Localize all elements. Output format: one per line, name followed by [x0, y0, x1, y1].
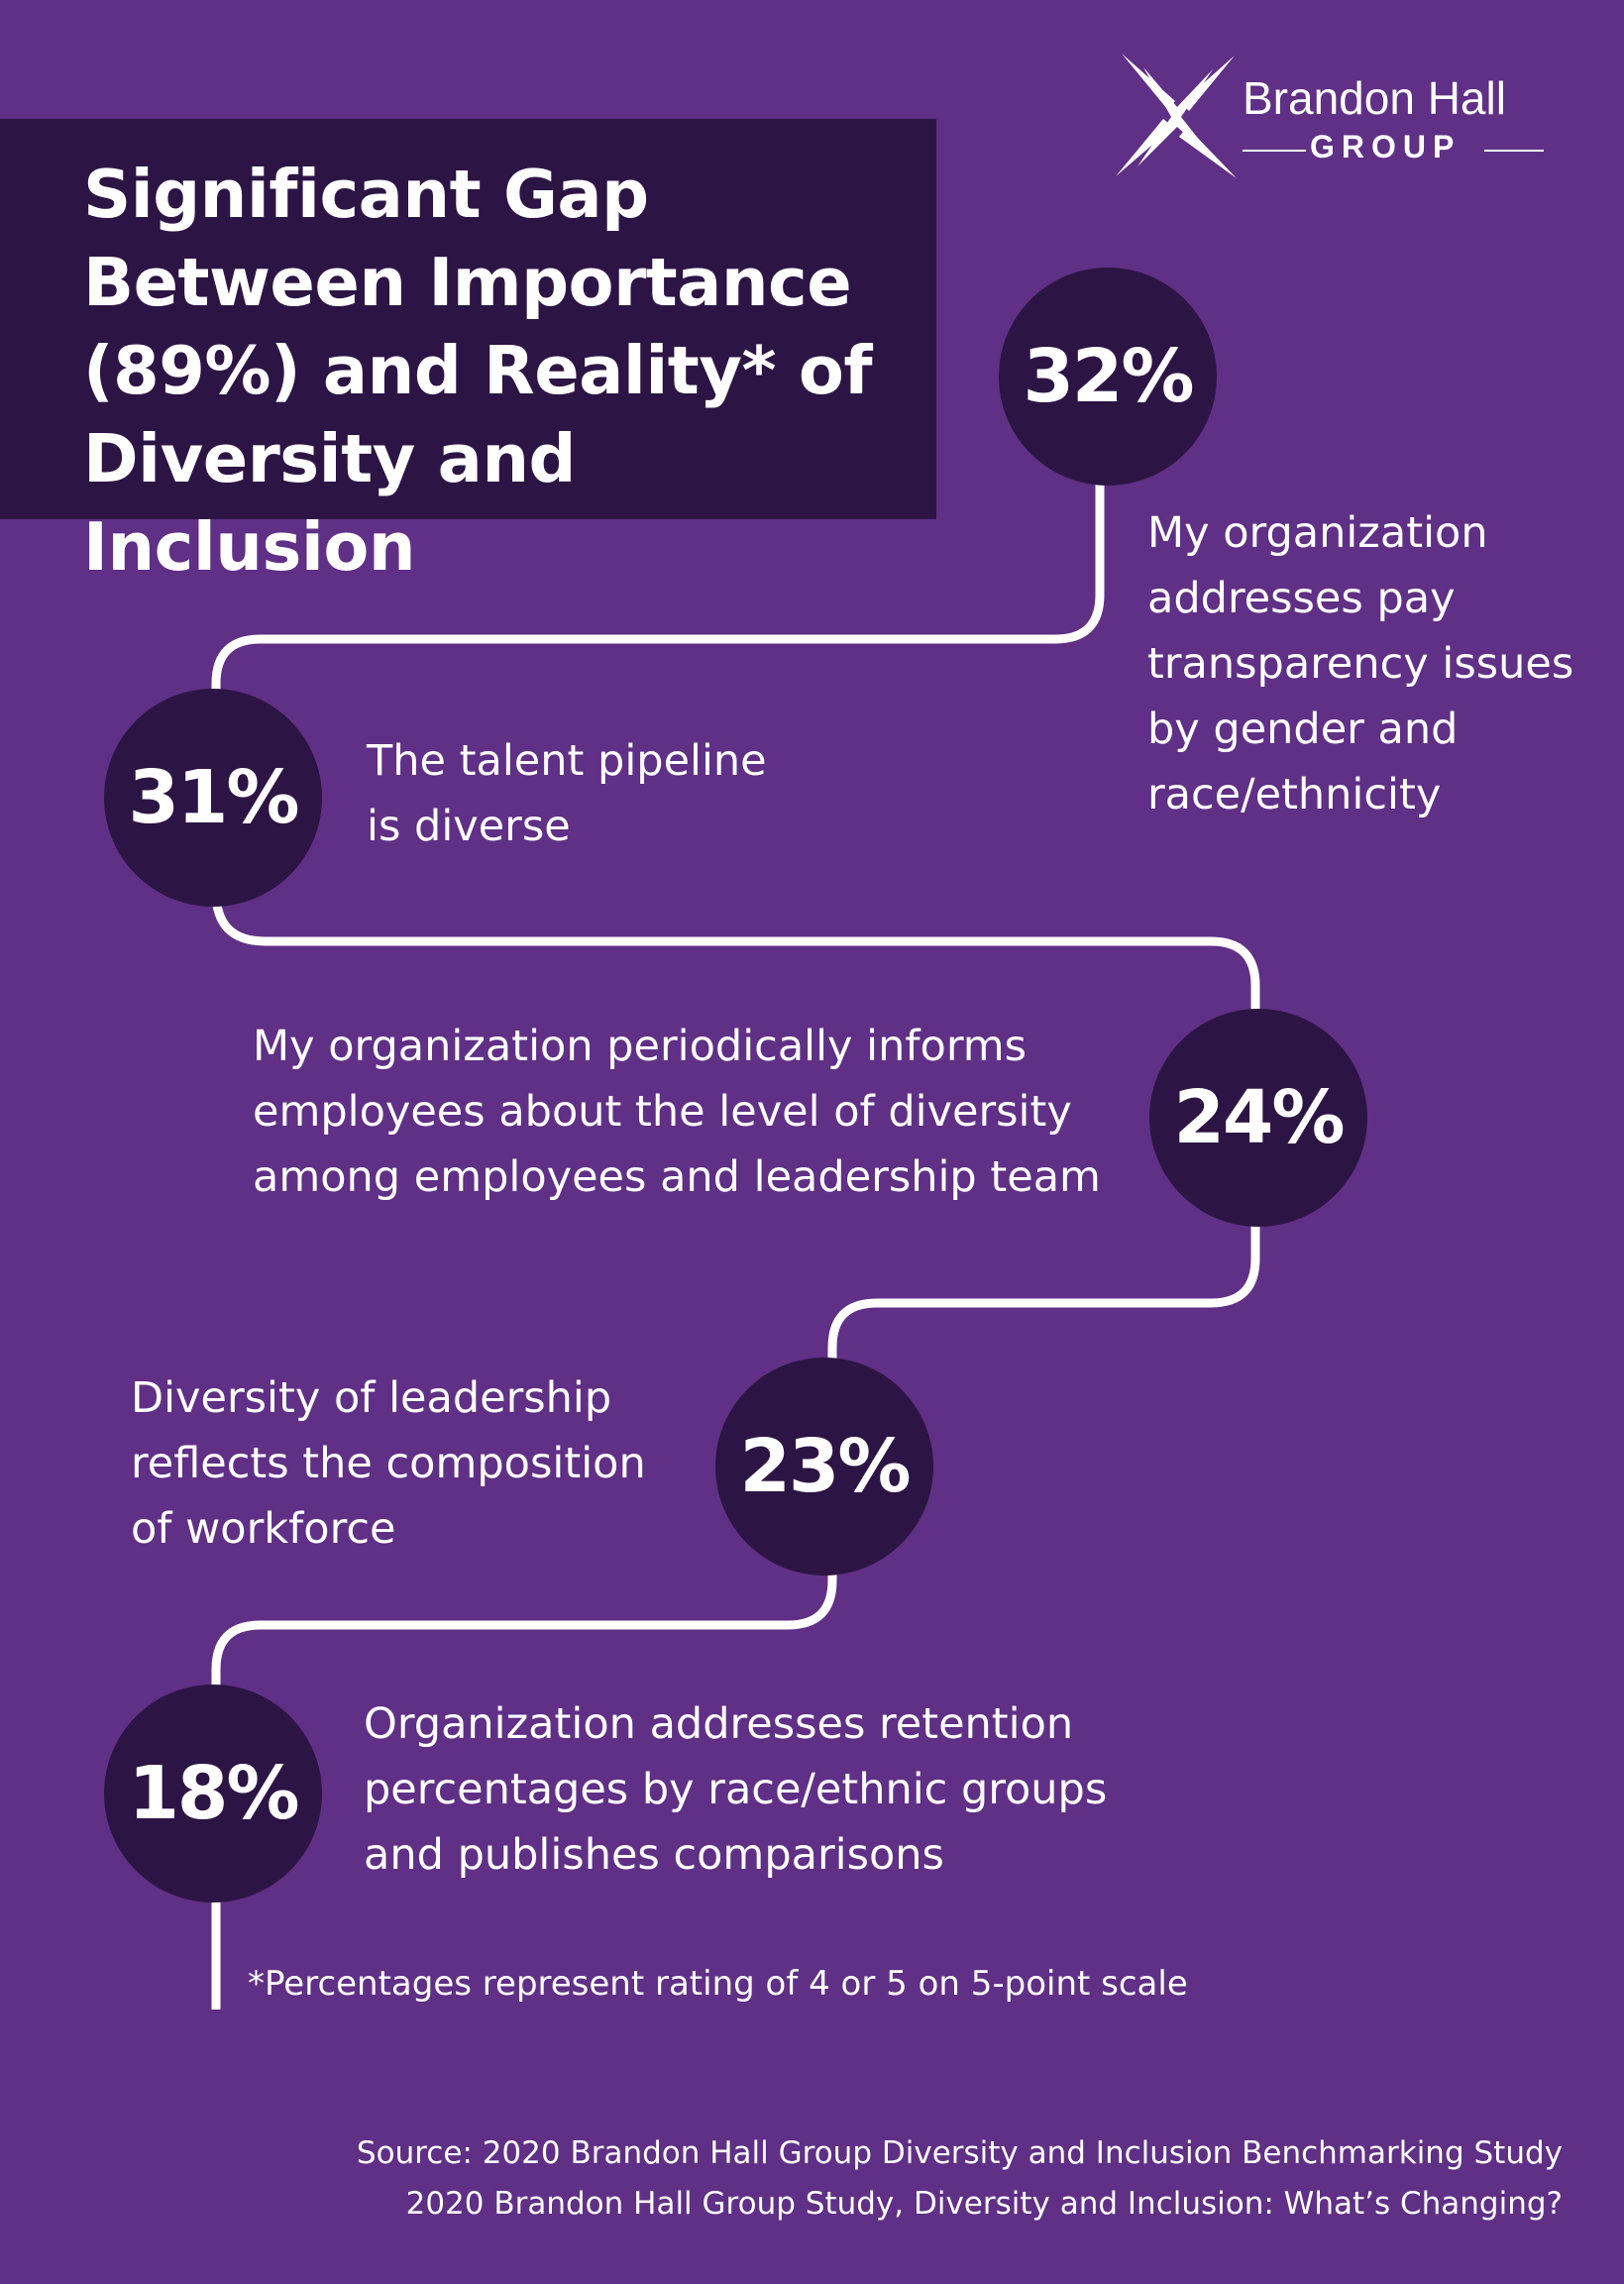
source-line-2: 2020 Brandon Hall Group Study, Diversity… [405, 2186, 1563, 2222]
stat-circle-5: 18% [104, 1685, 322, 1903]
brand-logo [1116, 54, 1544, 178]
stat-text-5: Organization addresses retention percent… [364, 1699, 1108, 1880]
stat-text-4: Diversity of leadership reflects the com… [131, 1373, 646, 1554]
logo-brand-name: Brandon Hall [1243, 72, 1506, 124]
page-title: Significant Gap Between Importance (89%)… [83, 156, 873, 586]
footnote: *Percentages represent rating of 4 or 5 … [248, 1964, 1188, 2004]
stat-circle-2: 31% [104, 689, 322, 907]
stat-text-2: The talent pipeline is diverse [367, 736, 767, 851]
source-citation: Source: 2020 Brandon Hall Group Diversit… [274, 2128, 1563, 2230]
stat-text-1: My organization addresses pay transparen… [1147, 508, 1574, 819]
stat-text-3: My organization periodically informs emp… [253, 1022, 1101, 1202]
stat-circle-1: 32% [999, 268, 1217, 486]
x-star-icon [1116, 54, 1237, 178]
logo-brand-group: GROUP [1310, 129, 1462, 164]
title-box [0, 119, 936, 519]
stat-circle-3: 24% [1149, 1009, 1367, 1227]
source-line-1: Source: 2020 Brandon Hall Group Diversit… [356, 2135, 1563, 2171]
stat-circle-4: 23% [715, 1358, 933, 1576]
